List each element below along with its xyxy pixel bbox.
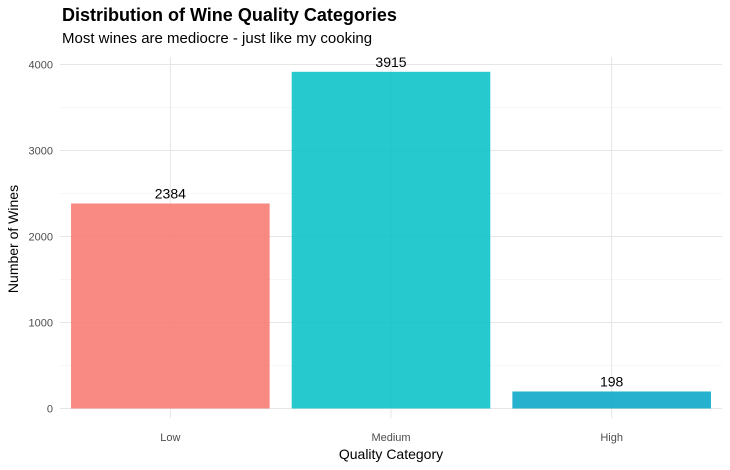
- y-tick-label: 1000: [29, 318, 53, 330]
- data-labels: 2384 3915 198: [155, 54, 624, 390]
- y-tick-label: 3000: [29, 146, 53, 158]
- x-tick-label: Medium: [371, 432, 410, 444]
- bars: [71, 71, 711, 409]
- data-label-medium: 3915: [375, 54, 406, 70]
- chart-title: Distribution of Wine Quality Categories: [62, 5, 397, 25]
- bar-low: [71, 203, 270, 409]
- x-axis-ticks: Low Medium High: [160, 432, 623, 444]
- chart-subtitle: Most wines are mediocre - just like my c…: [62, 30, 373, 47]
- x-tick-label: High: [600, 432, 623, 444]
- y-axis-ticks: 0 1000 2000 3000 4000: [29, 60, 53, 416]
- y-axis-title: Number of Wines: [5, 185, 21, 293]
- bar-medium: [291, 71, 491, 409]
- x-tick-label: Low: [160, 432, 180, 444]
- y-tick-label: 2000: [29, 232, 53, 244]
- x-axis-title: Quality Category: [339, 446, 443, 462]
- bar-high: [512, 391, 711, 409]
- data-label-low: 2384: [155, 185, 186, 201]
- y-tick-label: 0: [47, 404, 53, 416]
- data-label-high: 198: [600, 373, 624, 389]
- y-tick-label: 4000: [29, 60, 53, 72]
